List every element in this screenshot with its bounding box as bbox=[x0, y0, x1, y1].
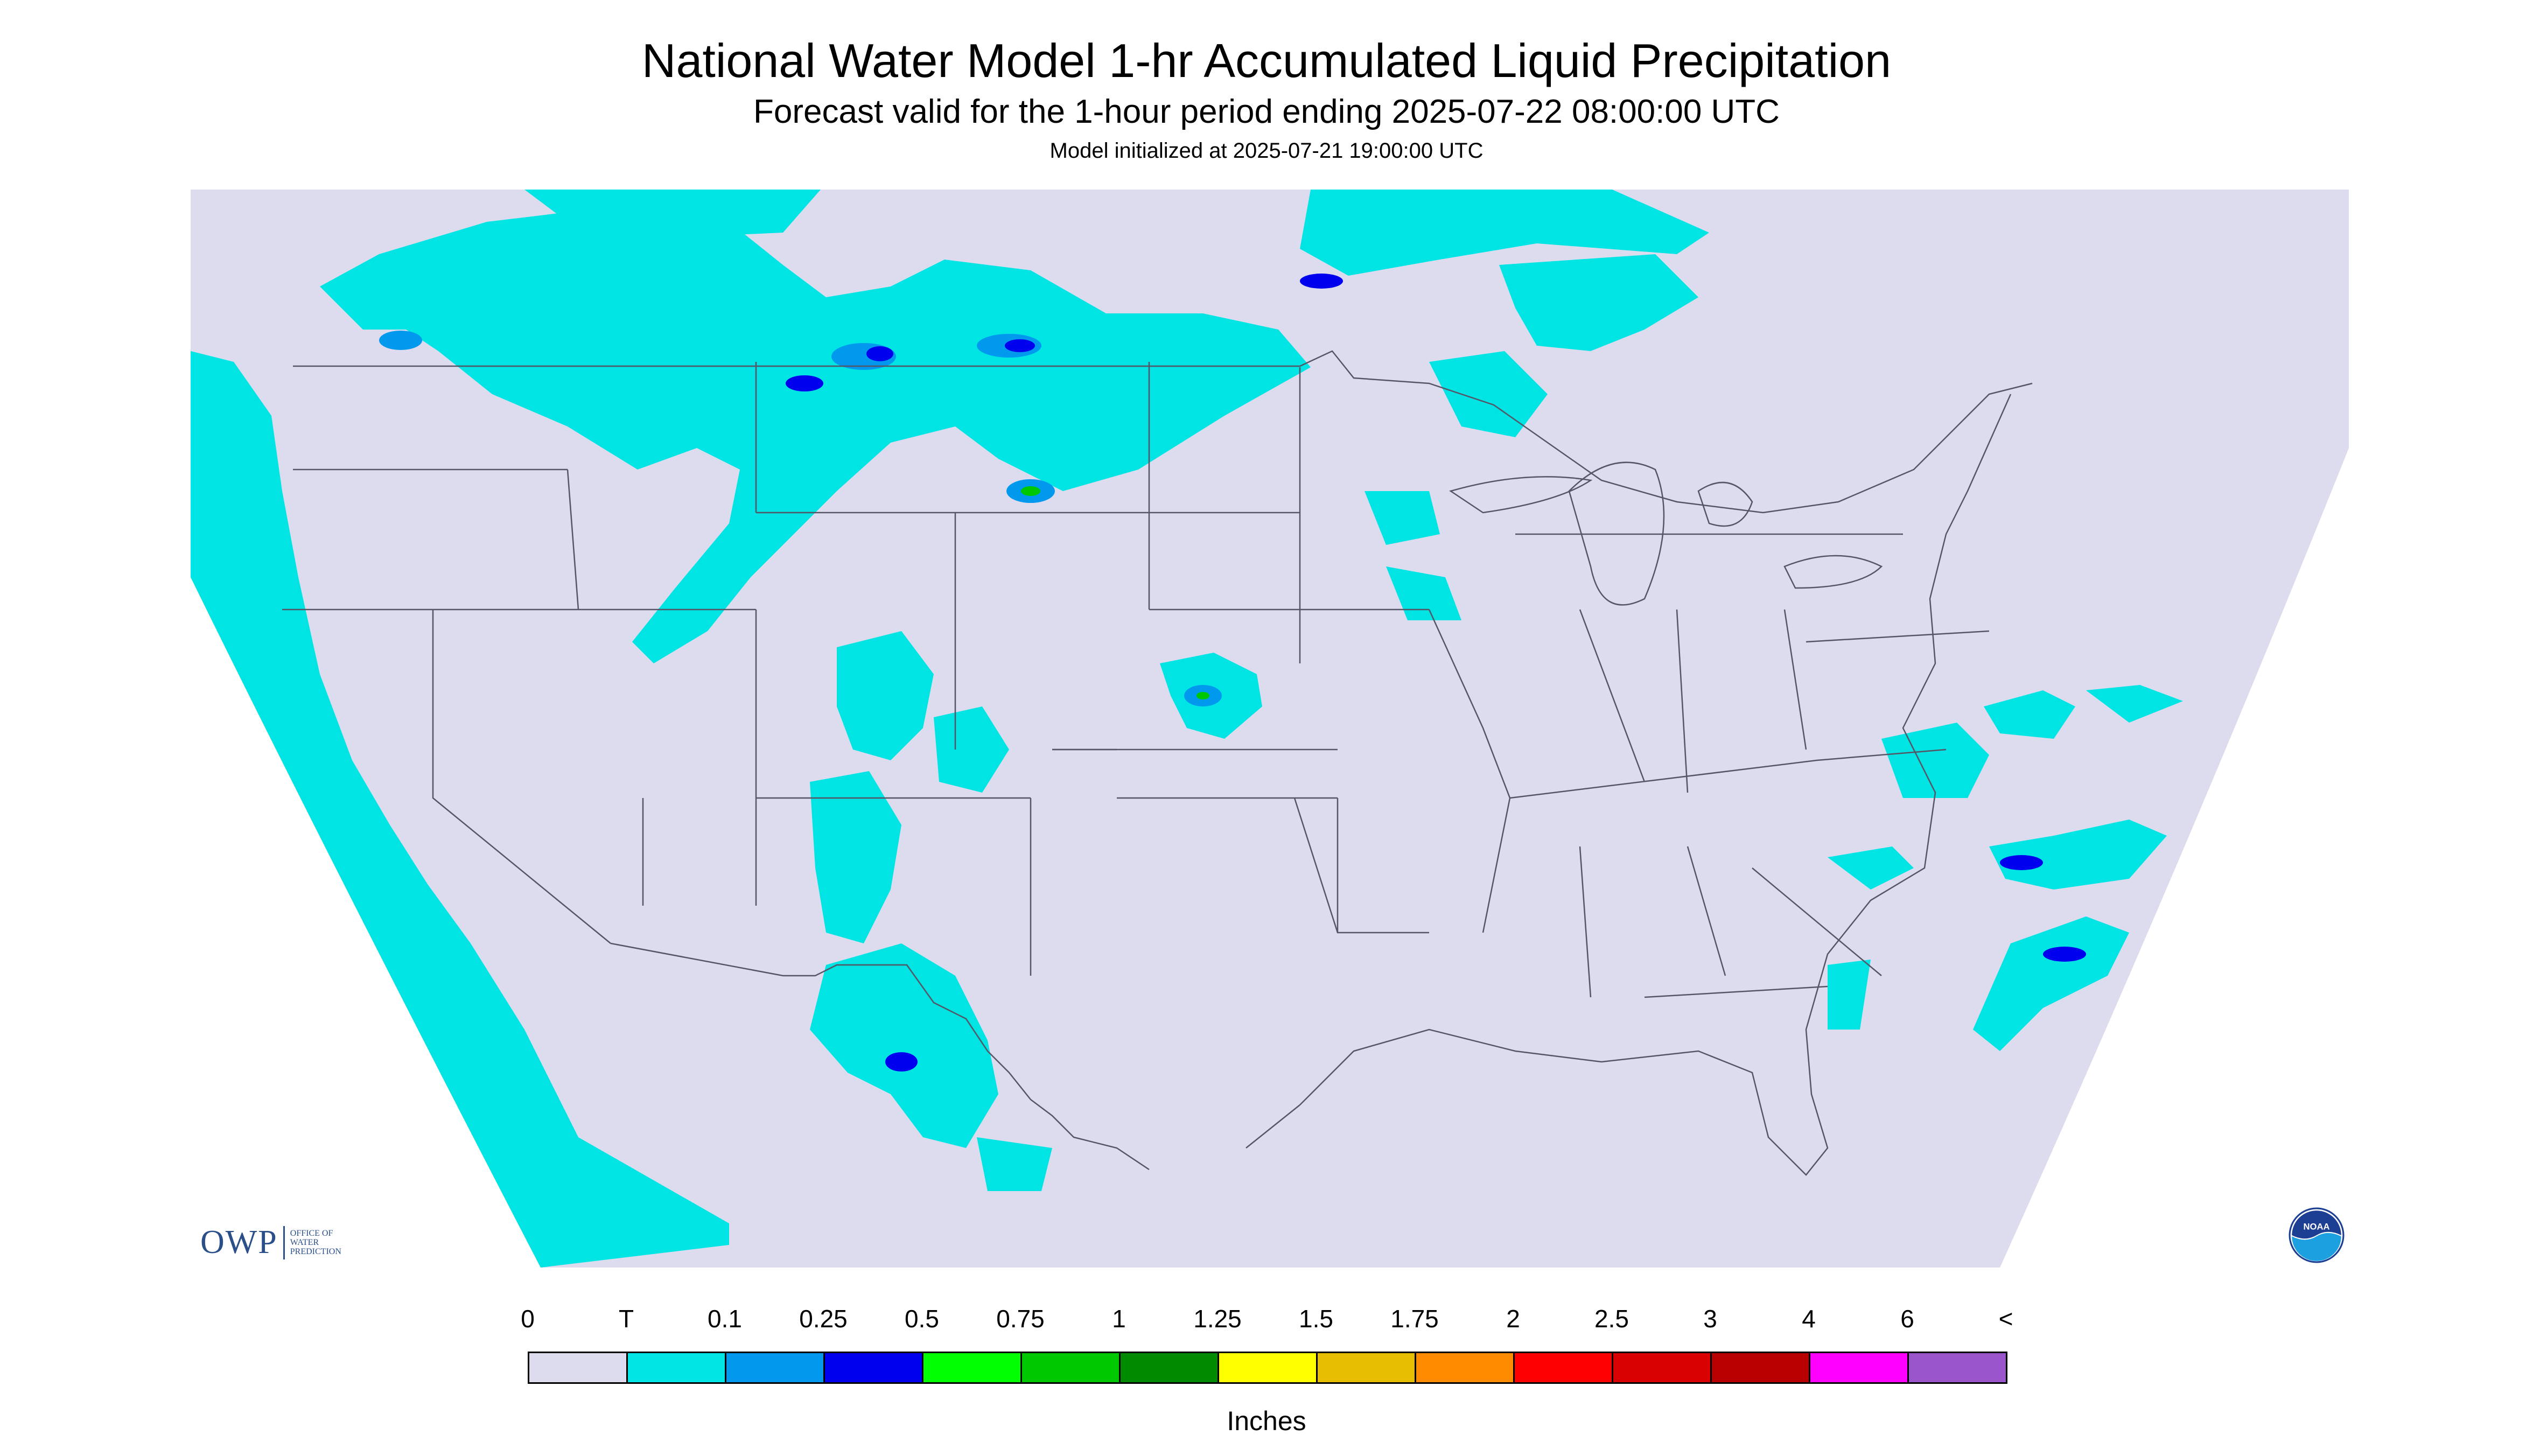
legend-tick-label: 0.75 bbox=[996, 1305, 1045, 1333]
us-canada-border bbox=[293, 350, 2033, 514]
precip-east-coast bbox=[1828, 685, 2183, 890]
precip-great-lakes bbox=[1365, 351, 1548, 620]
legend-tick-label: 1.25 bbox=[1193, 1305, 1242, 1333]
legend-tick-label: 6 bbox=[1900, 1305, 1914, 1333]
legend-swatch bbox=[528, 1352, 628, 1384]
legend-tick-label: 1.75 bbox=[1390, 1305, 1439, 1333]
legend-swatch bbox=[1809, 1352, 1909, 1384]
map-subtitle: Forecast valid for the 1-hour period end… bbox=[753, 93, 1780, 130]
legend-tick-label: 1 bbox=[1112, 1305, 1126, 1333]
great-lakes-outline bbox=[1449, 461, 1883, 606]
model-init-text: Model initialized at 2025-07-21 19:00:00… bbox=[1049, 139, 1484, 163]
precipitation-map bbox=[191, 190, 2349, 1268]
noaa-seal-text: NOAA bbox=[2304, 1222, 2330, 1232]
legend-swatch bbox=[823, 1352, 923, 1384]
legend-swatch bbox=[725, 1352, 825, 1384]
legend-units: Inches bbox=[1227, 1406, 1306, 1436]
legend-tick-label: 3 bbox=[1703, 1305, 1717, 1333]
legend-tick-label: 2.5 bbox=[1594, 1305, 1629, 1333]
us-mexico-border bbox=[610, 942, 1150, 1171]
noaa-seal-icon: NOAA bbox=[2289, 1207, 2345, 1263]
legend-tick-label: 4 bbox=[1802, 1305, 1816, 1333]
owp-logo-line-3: PREDICTION bbox=[290, 1247, 341, 1256]
legend-swatch bbox=[626, 1352, 726, 1384]
legend-swatch bbox=[1119, 1352, 1219, 1384]
precip-central-plains bbox=[837, 631, 1262, 793]
state-lines-east bbox=[1509, 533, 1990, 998]
owp-logo-text: OFFICE OF WATER PREDICTION bbox=[290, 1229, 341, 1256]
precip-atlantic-offshore bbox=[1828, 820, 2167, 1051]
precip-pacific-coast bbox=[191, 351, 729, 1268]
state-lines-central bbox=[1052, 367, 1511, 934]
legend-swatch bbox=[1710, 1352, 1810, 1384]
legend-tick-label: 2 bbox=[1506, 1305, 1520, 1333]
legend-swatch bbox=[1020, 1352, 1121, 1384]
legend-tick-label: 0 bbox=[521, 1305, 535, 1333]
legend-tick-label: 0.25 bbox=[799, 1305, 848, 1333]
owp-logo-line-1: OFFICE OF bbox=[290, 1229, 333, 1238]
legend-swatch bbox=[1612, 1352, 1712, 1384]
political-boundaries bbox=[282, 350, 2033, 1176]
legend-tick-label: 0.5 bbox=[905, 1305, 939, 1333]
legend-swatch bbox=[922, 1352, 1022, 1384]
precip-heavier-cores bbox=[379, 274, 2086, 1072]
owp-logo-abbrev: OWP bbox=[200, 1224, 278, 1261]
legend-tick-label: T bbox=[618, 1305, 634, 1333]
precip-southwest bbox=[810, 771, 1052, 1191]
legend-tick-label: 0.1 bbox=[708, 1305, 742, 1333]
precip-northern-tier bbox=[320, 206, 1311, 663]
legend-swatch bbox=[1217, 1352, 1318, 1384]
legend-swatch bbox=[1513, 1352, 1613, 1384]
legend-swatch bbox=[1316, 1352, 1416, 1384]
map-title: National Water Model 1-hr Accumulated Li… bbox=[641, 34, 1892, 87]
legend-swatch bbox=[1415, 1352, 1515, 1384]
owp-logo: OWP OFFICE OF WATER PREDICTION bbox=[200, 1223, 341, 1262]
legend-swatch bbox=[1907, 1352, 2007, 1384]
precip-canada-north bbox=[524, 190, 1709, 351]
east-coastline bbox=[1245, 394, 2012, 1176]
owp-logo-line-2: WATER bbox=[290, 1238, 319, 1247]
owp-logo-divider bbox=[283, 1226, 285, 1259]
legend-tick-label: < bbox=[1998, 1305, 2013, 1333]
legend-tick-label: 1.5 bbox=[1299, 1305, 1333, 1333]
